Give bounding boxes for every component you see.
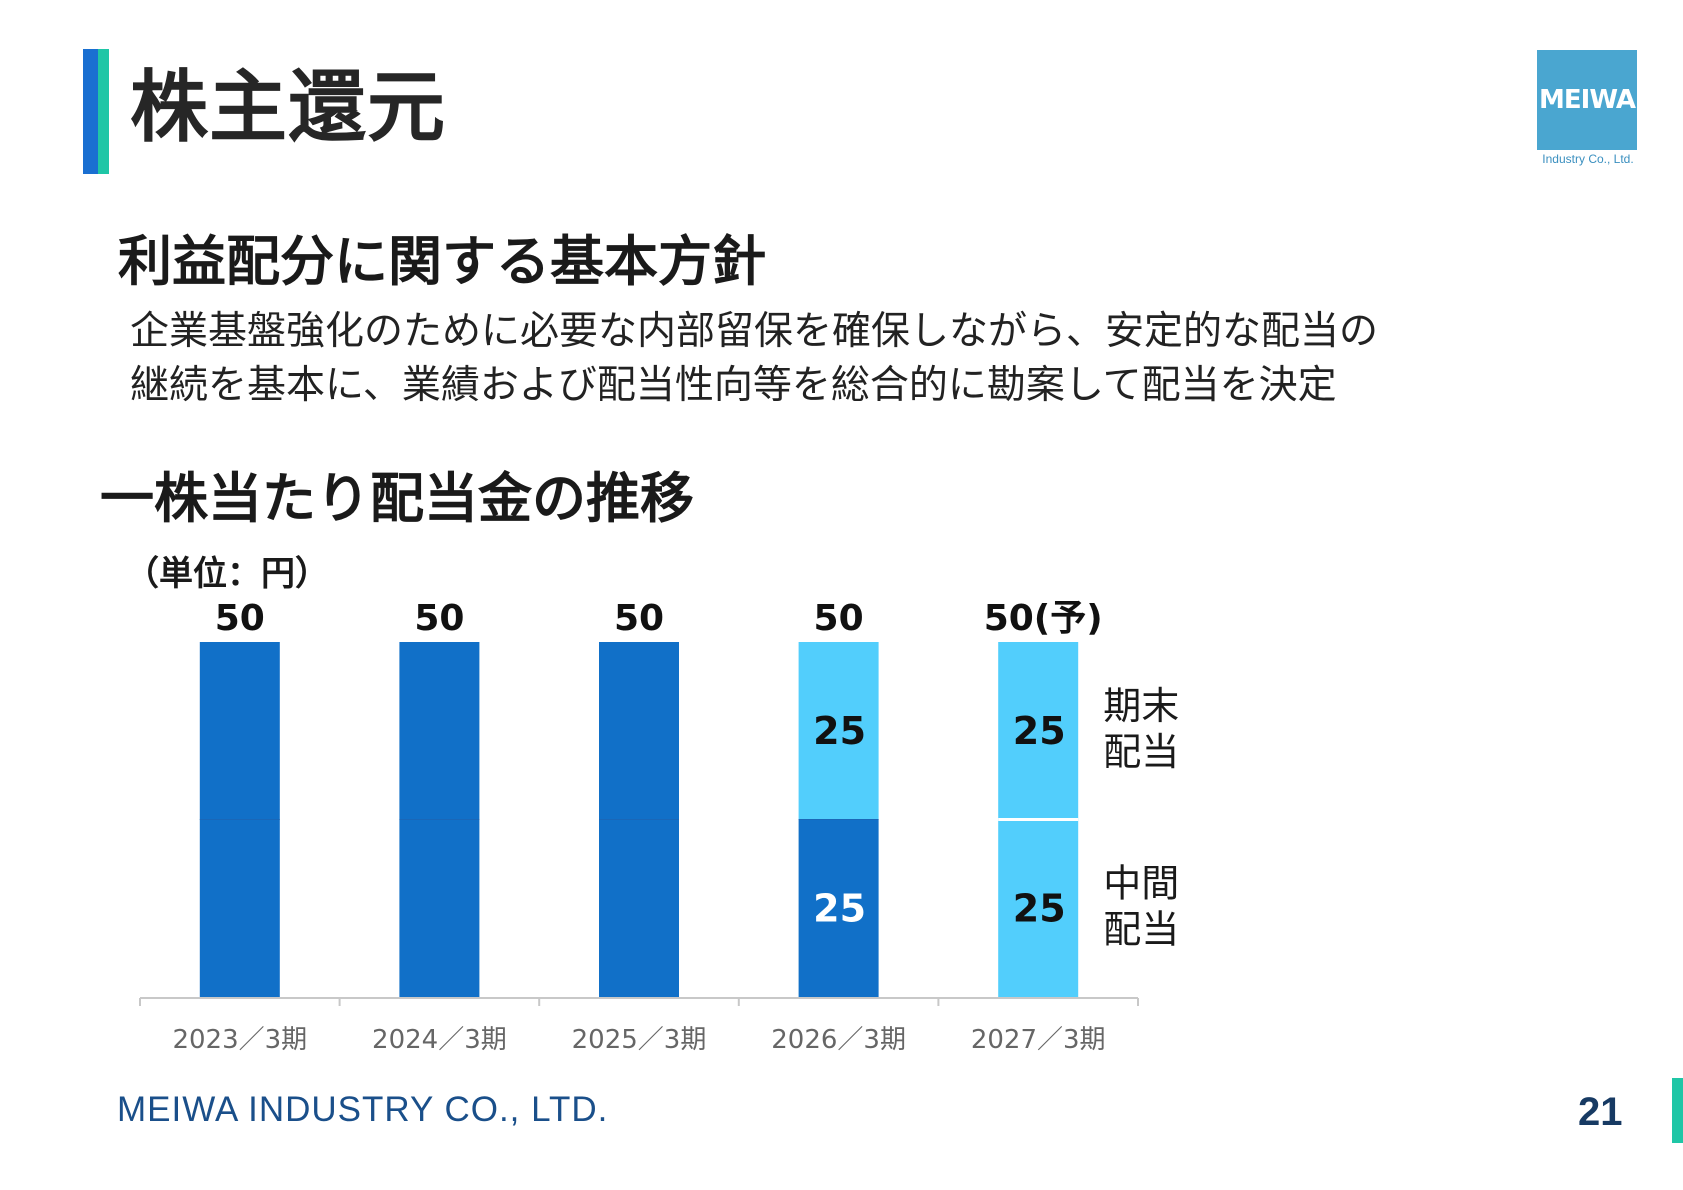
bar-segment-yearend xyxy=(998,642,1079,820)
x-tick-label: 2024／3期 xyxy=(372,1025,507,1055)
bar-total-label: 50 xyxy=(215,598,265,639)
unit-label: （単位：円） xyxy=(125,554,329,594)
bar-segment-interim xyxy=(998,819,1079,997)
legend-label-line: 配当 xyxy=(1103,907,1179,951)
bar-total-label: 50 xyxy=(614,598,664,639)
bar-segment-interim xyxy=(798,819,879,997)
x-tick-label: 2026／3期 xyxy=(771,1025,906,1055)
bar-value-label: 25 xyxy=(1013,886,1066,930)
bar-value-label: 25 xyxy=(813,886,866,930)
title-accent-bar-blue xyxy=(83,49,98,174)
bar-total-label: 50(予) xyxy=(984,598,1103,639)
legend-label-line: 期末 xyxy=(1103,684,1179,728)
chart-heading: 一株当たり配当金の推移 xyxy=(100,467,694,530)
footer-accent-bar xyxy=(1672,1078,1683,1143)
bar-value-label: 25 xyxy=(813,709,866,753)
policy-heading: 利益配分に関する基本方針 xyxy=(118,230,766,293)
bar-total-label: 50 xyxy=(814,598,864,639)
bar-segment-yearend xyxy=(599,642,679,820)
page-number: 21 xyxy=(1578,1090,1623,1134)
legend-label-line: 配当 xyxy=(1103,730,1179,774)
footer-company-name: MEIWA INDUSTRY CO., LTD. xyxy=(117,1090,609,1129)
bar-segment-yearend xyxy=(798,642,879,820)
bar-segment-interim xyxy=(199,819,280,997)
bar-total-label: 50 xyxy=(414,598,464,639)
x-tick-label: 2023／3期 xyxy=(172,1025,307,1055)
x-tick-label: 2027／3期 xyxy=(971,1025,1106,1055)
x-tick-label: 2025／3期 xyxy=(572,1025,707,1055)
policy-text: 企業基盤強化のために必要な内部留保を確保しながら、安定的な配当の 継続を基本に、… xyxy=(130,309,1379,408)
legend-label: 期末配当 xyxy=(1103,684,1179,774)
bar-segment-yearend xyxy=(399,642,480,820)
legend-label-line: 中間 xyxy=(1103,861,1179,905)
bar-segment-interim xyxy=(399,819,480,997)
logo-text: MEIWA xyxy=(1539,85,1636,115)
page-title: 株主還元 xyxy=(130,63,447,153)
title-accent-bar-green xyxy=(98,49,109,174)
bar-segment-yearend xyxy=(199,642,280,820)
company-logo: MEIWA xyxy=(1537,50,1637,150)
logo-subtext: Industry Co., Ltd. xyxy=(1542,152,1634,166)
bar-segment-interim xyxy=(599,819,679,997)
legend-label: 中間配当 xyxy=(1103,861,1179,951)
bar-value-label: 25 xyxy=(1013,709,1066,753)
